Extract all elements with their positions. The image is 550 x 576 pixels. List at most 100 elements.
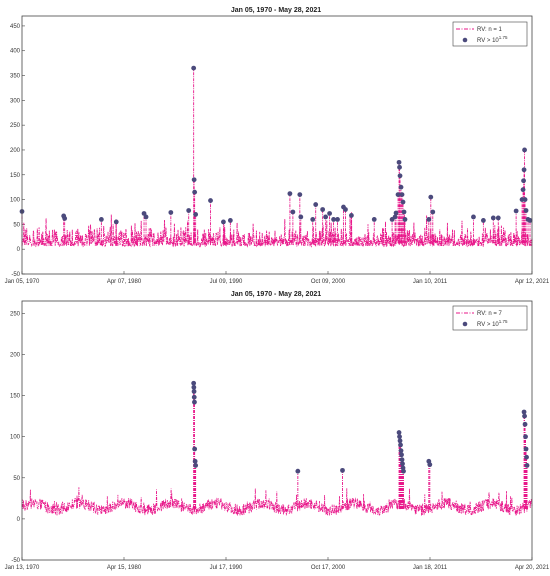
data-point-marker xyxy=(428,194,434,200)
data-point-marker xyxy=(287,191,293,197)
y-tick-label: -50 xyxy=(11,558,20,564)
legend-marker-swatch xyxy=(462,37,468,43)
chart-bottom-legend: RV: n = 7 RV > 101.75 xyxy=(452,305,528,331)
data-point-marker xyxy=(349,213,354,218)
data-point-marker xyxy=(141,211,147,216)
data-point-marker xyxy=(521,409,527,415)
legend-line-label: RV: n = 1 xyxy=(477,27,503,33)
data-point-marker xyxy=(193,212,199,217)
chart-top-series-markers xyxy=(19,65,533,225)
data-point-marker xyxy=(402,217,408,222)
data-point-marker xyxy=(371,217,377,222)
x-tick-label: Apr 15, 1980 xyxy=(107,565,142,571)
data-point-marker xyxy=(398,442,403,448)
data-point-marker xyxy=(297,192,303,198)
data-point-marker xyxy=(295,468,301,474)
x-tick-label: Jan 10, 2011 xyxy=(413,279,448,285)
data-point-marker xyxy=(427,462,433,468)
data-point-marker xyxy=(227,218,233,223)
data-point-marker xyxy=(392,214,398,220)
data-point-marker xyxy=(340,467,345,473)
data-point-marker xyxy=(401,209,407,215)
data-point-marker xyxy=(523,446,529,452)
chart-bottom: Jan 05, 1970 - May 28, 2021 -50 0 50 100 150… xyxy=(5,291,550,571)
data-point-marker xyxy=(400,461,405,467)
y-tick-label: 150 xyxy=(10,173,21,179)
chart-bottom-axes: -50 0 50 100 150 200 250 Jan 13, 1970 Apr 15, 19… xyxy=(5,311,550,571)
x-tick-label: Jan 13, 1970 xyxy=(5,565,40,571)
chart-bottom-series-line xyxy=(21,383,533,517)
data-point-marker xyxy=(523,434,528,440)
data-point-marker xyxy=(399,192,405,198)
data-point-marker xyxy=(471,214,476,220)
data-point-marker xyxy=(527,218,533,223)
data-point-marker xyxy=(522,421,528,427)
y-tick-label: 0 xyxy=(17,247,21,253)
y-tick-label: 100 xyxy=(10,198,21,204)
data-point-marker xyxy=(490,215,496,221)
data-point-marker xyxy=(192,446,198,452)
data-point-marker xyxy=(400,199,406,205)
data-point-marker xyxy=(193,463,199,468)
data-point-marker xyxy=(343,207,348,212)
data-point-marker xyxy=(397,438,403,444)
data-point-marker xyxy=(298,214,304,220)
chart-top: Jan 05, 1970 - May 28, 2021 -50 0 50 100 150… xyxy=(5,7,550,285)
data-point-marker xyxy=(521,178,526,184)
chart-bottom-frame xyxy=(21,300,533,561)
data-point-marker xyxy=(397,173,403,179)
data-point-marker xyxy=(520,187,526,193)
chart-title-bottom: Jan 05, 1970 - May 28, 2021 xyxy=(231,291,321,298)
y-tick-label: 300 xyxy=(10,98,21,104)
y-tick-label: 200 xyxy=(10,352,21,358)
data-point-marker xyxy=(521,167,527,173)
data-point-marker xyxy=(399,452,404,458)
x-tick-label: Apr 12, 2021 xyxy=(515,279,550,285)
data-point-marker xyxy=(397,164,402,170)
data-point-marker xyxy=(395,192,401,198)
data-point-marker xyxy=(513,208,519,214)
y-tick-label: 250 xyxy=(10,123,21,129)
data-point-marker xyxy=(310,217,316,222)
data-point-marker xyxy=(522,197,528,202)
data-point-marker xyxy=(393,210,399,216)
data-point-marker xyxy=(113,219,119,225)
y-tick-label: 100 xyxy=(10,435,21,441)
legend-marker-label: RV > 101.75 xyxy=(477,319,508,328)
data-point-marker xyxy=(335,217,340,222)
chart-top-series-line xyxy=(21,68,533,248)
y-tick-label: 0 xyxy=(17,517,21,523)
data-point-marker xyxy=(399,457,405,463)
data-point-marker xyxy=(524,454,529,460)
data-point-marker xyxy=(426,217,432,222)
x-tick-label: Jan 18, 2011 xyxy=(413,565,448,571)
data-point-marker xyxy=(191,394,197,400)
data-point-marker xyxy=(290,209,296,215)
data-point-marker xyxy=(208,198,213,203)
data-point-marker xyxy=(331,217,336,222)
data-point-marker xyxy=(524,463,530,468)
data-point-marker xyxy=(323,214,329,220)
data-point-marker xyxy=(168,210,174,215)
y-tick-label: 50 xyxy=(13,222,20,228)
data-point-marker xyxy=(313,202,319,207)
data-point-marker xyxy=(192,399,197,405)
data-point-marker xyxy=(398,184,404,190)
data-point-marker xyxy=(191,65,197,71)
y-tick-label: 350 xyxy=(10,74,21,80)
data-point-marker xyxy=(523,208,529,213)
y-tick-label: 200 xyxy=(10,148,21,154)
data-point-marker xyxy=(191,177,197,183)
x-tick-label: Jul 09, 1990 xyxy=(210,279,243,285)
data-point-marker xyxy=(191,384,197,390)
data-point-marker xyxy=(522,147,527,153)
data-point-marker xyxy=(221,219,226,225)
x-tick-label: Apr 07, 1980 xyxy=(107,279,142,285)
x-tick-label: Oct 17, 2000 xyxy=(311,565,346,571)
series-line xyxy=(21,487,533,517)
legend-marker-swatch xyxy=(462,321,468,327)
legend-line-label: RV: n = 7 xyxy=(477,311,503,317)
data-point-marker xyxy=(191,380,197,386)
data-point-marker xyxy=(401,468,406,474)
